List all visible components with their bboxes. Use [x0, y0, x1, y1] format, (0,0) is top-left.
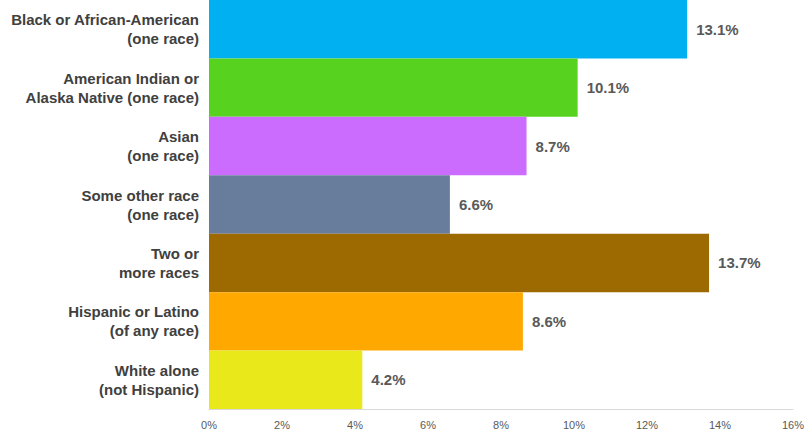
- svg-text:Alaska Native (one race): Alaska Native (one race): [26, 89, 199, 106]
- svg-text:12%: 12%: [636, 419, 658, 431]
- svg-text:(not Hispanic): (not Hispanic): [99, 381, 199, 398]
- svg-text:2%: 2%: [274, 419, 290, 431]
- svg-text:Some other race: Some other race: [81, 187, 199, 204]
- svg-text:8%: 8%: [493, 419, 509, 431]
- svg-text:16%: 16%: [782, 419, 804, 431]
- svg-text:Hispanic or Latino: Hispanic or Latino: [68, 303, 199, 320]
- svg-text:14%: 14%: [709, 419, 731, 431]
- svg-text:Black or African-American: Black or African-American: [11, 11, 199, 28]
- svg-text:13.7%: 13.7%: [718, 254, 761, 271]
- svg-text:8.7%: 8.7%: [536, 138, 570, 155]
- svg-text:13.1%: 13.1%: [696, 21, 739, 38]
- svg-text:White alone: White alone: [115, 362, 199, 379]
- svg-text:10.1%: 10.1%: [587, 79, 630, 96]
- svg-text:10%: 10%: [563, 419, 585, 431]
- svg-text:American Indian or: American Indian or: [63, 70, 199, 87]
- svg-text:Asian: Asian: [158, 128, 199, 145]
- svg-text:(one race): (one race): [127, 206, 199, 223]
- svg-text:more races: more races: [119, 264, 199, 281]
- svg-text:8.6%: 8.6%: [532, 313, 566, 330]
- svg-text:4.2%: 4.2%: [371, 371, 405, 388]
- svg-text:6.6%: 6.6%: [459, 196, 493, 213]
- svg-text:(one race): (one race): [127, 147, 199, 164]
- svg-text:(one race): (one race): [127, 30, 199, 47]
- svg-text:0%: 0%: [201, 419, 217, 431]
- svg-text:6%: 6%: [420, 419, 436, 431]
- svg-text:Two or: Two or: [151, 245, 199, 262]
- svg-text:4%: 4%: [347, 419, 363, 431]
- svg-text:(of any race): (of any race): [110, 322, 199, 339]
